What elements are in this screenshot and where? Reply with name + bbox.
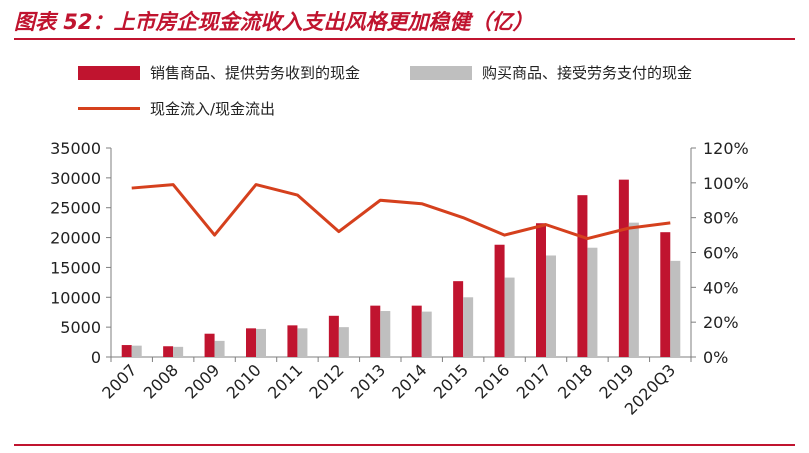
bar-sales-cash [370, 305, 381, 357]
chart-line [131, 183, 671, 241]
bar-sales-cash [577, 195, 588, 357]
left-tick-label: 25000 [50, 199, 101, 218]
legend-swatch-ratio [78, 107, 140, 110]
right-tick-label: 120% [703, 139, 749, 158]
x-tick-label: 2015 [430, 360, 472, 402]
bar-purchase-cash [297, 328, 308, 357]
bar-sales-cash [494, 244, 505, 357]
bar-purchase-cash [256, 328, 266, 357]
right-tick-label: 60% [703, 244, 739, 263]
chart-tick-labels: 0 5000 10000 15000 20000 25000 30000 35000 0% 20%… [50, 139, 749, 419]
right-tick-label: 100% [703, 174, 749, 193]
x-tick-label: 2012 [305, 360, 347, 402]
bottom-divider [14, 444, 795, 446]
bar-sales-cash [660, 232, 671, 357]
left-tick-label: 10000 [50, 288, 101, 307]
x-tick-label: 2017 [513, 360, 555, 402]
x-tick-label: 2018 [554, 360, 596, 402]
bar-sales-cash [536, 223, 546, 357]
left-tick-label: 20000 [50, 229, 101, 248]
bar-purchase-cash [670, 260, 681, 357]
bar-purchase-cash [173, 346, 184, 357]
x-tick-label: 2008 [140, 360, 182, 402]
x-tick-label: 2011 [264, 360, 306, 402]
bar-sales-cash [121, 345, 132, 357]
left-tick-label: 15000 [50, 258, 101, 277]
left-tick-label: 0 [91, 348, 101, 367]
legend-swatch-sales-cash [78, 65, 140, 80]
x-tick-label: 2010 [223, 360, 265, 402]
right-tick-label: 40% [703, 278, 739, 297]
x-tick-label: 2007 [98, 360, 140, 402]
bar-purchase-cash [587, 247, 598, 357]
chart-bars [121, 179, 681, 357]
bar-purchase-cash [338, 327, 349, 357]
legend-item-ratio: 现金流入/现金流出 [78, 98, 275, 119]
x-tick-label: 2013 [347, 360, 389, 402]
bar-sales-cash [411, 305, 422, 357]
legend-item-sales-cash: 销售商品、提供劳务收到的现金 [78, 62, 360, 83]
legend-label-sales-cash: 销售商品、提供劳务收到的现金 [150, 64, 361, 82]
chart-axes [106, 147, 696, 362]
bar-sales-cash [246, 328, 256, 357]
x-tick-label: 2009 [181, 360, 223, 402]
line-cash-ratio [131, 183, 671, 241]
bar-purchase-cash [421, 311, 432, 357]
chart-title: 图表 52：上市房企现金流收入支出风格更加稳健（亿） [14, 10, 534, 34]
right-tick-label: 20% [703, 313, 739, 332]
left-tick-label: 5000 [60, 318, 101, 337]
bar-purchase-cash [504, 277, 515, 357]
title-divider [14, 38, 795, 40]
right-tick-label: 0% [703, 348, 728, 367]
bar-sales-cash [204, 333, 215, 357]
legend-swatch-purchase-cash [410, 65, 472, 80]
legend-label-purchase-cash: 购买商品、接受劳务支付的现金 [482, 64, 693, 82]
right-tick-label: 80% [703, 209, 739, 228]
bar-purchase-cash [214, 340, 225, 357]
x-tick-label: 2014 [388, 360, 430, 402]
bar-purchase-cash [546, 255, 556, 357]
left-tick-label: 30000 [50, 169, 101, 188]
bar-sales-cash [163, 346, 174, 357]
bar-sales-cash [287, 325, 298, 357]
bar-purchase-cash [463, 297, 474, 357]
bar-purchase-cash [131, 345, 142, 357]
bar-purchase-cash [628, 222, 639, 357]
left-tick-label: 35000 [50, 139, 101, 158]
legend-item-purchase-cash: 购买商品、接受劳务支付的现金 [410, 62, 692, 83]
bar-sales-cash [618, 179, 629, 357]
legend-label-ratio: 现金流入/现金流出 [150, 100, 276, 118]
bar-sales-cash [328, 315, 339, 357]
bar-purchase-cash [380, 311, 391, 357]
bar-sales-cash [453, 281, 464, 357]
x-tick-label: 2016 [471, 360, 513, 402]
